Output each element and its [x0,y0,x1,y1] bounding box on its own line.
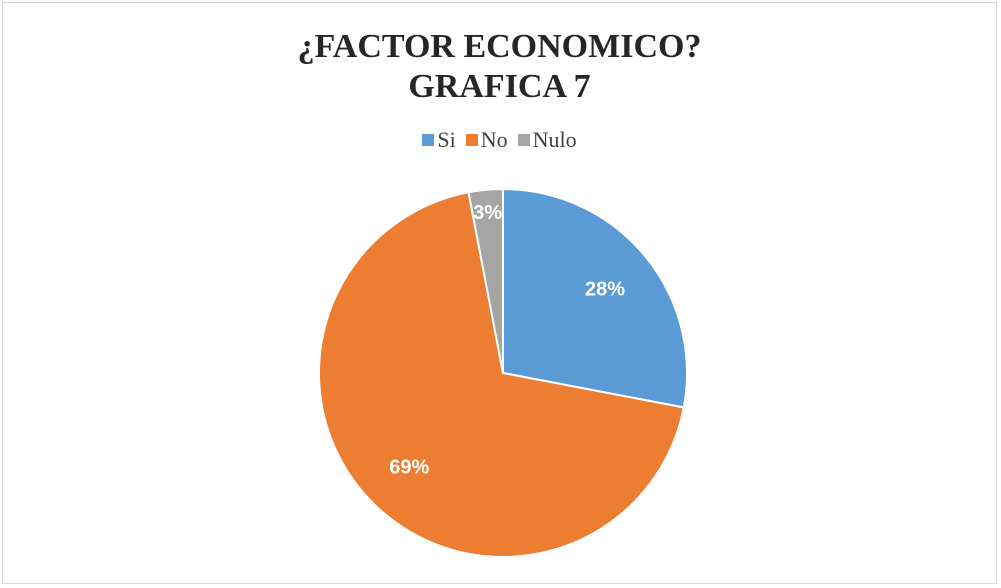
legend-item-nulo: Nulo [517,127,577,153]
pie-plot: 28% 69% 3% [318,187,688,558]
pie-slice-nulo [467,187,504,374]
legend-item-no: No [465,127,508,153]
legend: Si No Nulo [3,127,996,153]
legend-label-nulo: Nulo [532,127,577,152]
legend-swatch-no [465,134,478,146]
chart-title: ¿FACTOR ECONOMICO? [297,28,702,65]
pie-slice-no [318,191,685,558]
pie-slice-si [502,187,688,409]
legend-item-si: Si [422,127,456,153]
data-label-no: 69% [389,457,429,479]
legend-swatch-nulo [517,134,530,146]
chart-subtitle: GRAFICA 7 [408,68,591,105]
legend-swatch-si [422,134,435,146]
legend-label-si: Si [437,127,456,152]
data-label-si: 28% [585,279,625,301]
legend-label-no: No [480,127,508,152]
data-label-nulo: 3% [473,202,502,224]
